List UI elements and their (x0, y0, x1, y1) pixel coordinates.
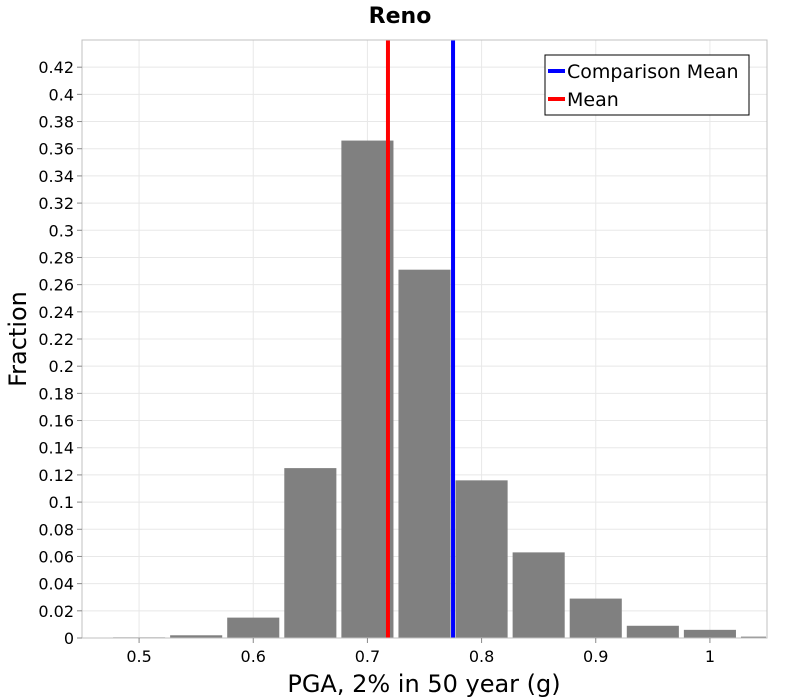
x-tick-label: 0.7 (355, 647, 380, 666)
histogram-bar (227, 617, 280, 638)
y-tick-label: 0.36 (38, 140, 74, 159)
histogram-bar (740, 636, 766, 638)
x-axis-ticks: 0.5 0.6 0.7 0.8 0.9 1 (126, 638, 715, 666)
y-tick-label: 0.32 (38, 194, 74, 213)
y-tick-label: 0.24 (38, 303, 74, 322)
x-tick-label: 0.8 (469, 647, 494, 666)
y-tick-label: 0.18 (38, 384, 74, 403)
x-tick-label: 1 (705, 647, 715, 666)
mean-lines (385, 40, 456, 638)
histogram-bar (170, 635, 223, 638)
histogram-bar (569, 598, 622, 638)
legend-label: Comparison Mean (567, 61, 739, 83)
x-tick-label: 0.6 (241, 647, 266, 666)
bars (113, 140, 766, 638)
y-tick-label: 0.26 (38, 276, 74, 295)
y-axis-label: Fraction (4, 291, 32, 387)
y-axis-ticks: 0 0.02 0.04 0.06 0.08 0.1 0.12 0.14 0.16 0.18 0.2 0… (38, 58, 82, 648)
y-tick-label: 0.34 (38, 167, 74, 186)
x-tick-label: 0.5 (126, 647, 151, 666)
y-tick-label: 0.02 (38, 602, 74, 621)
x-tick-label: 0.9 (583, 647, 608, 666)
histogram-bar (398, 269, 451, 638)
y-tick-label: 0.22 (38, 330, 74, 349)
y-tick-label: 0.2 (49, 357, 74, 376)
histogram-bar (341, 140, 394, 638)
histogram-bar (284, 468, 337, 638)
y-tick-label: 0.12 (38, 466, 74, 485)
y-tick-label: 0.28 (38, 248, 74, 267)
x-axis-label: PGA, 2% in 50 year (g) (287, 670, 560, 698)
y-tick-label: 0 (64, 629, 74, 648)
y-tick-label: 0.42 (38, 58, 74, 77)
y-tick-label: 0.3 (49, 221, 74, 240)
y-tick-label: 0.38 (38, 113, 74, 132)
legend: Comparison Mean Mean (544, 54, 750, 116)
y-tick-label: 0.04 (38, 575, 74, 594)
y-tick-label: 0.1 (49, 493, 74, 512)
y-tick-label: 0.14 (38, 439, 74, 458)
histogram-bar (683, 629, 736, 638)
histogram-bar (626, 625, 679, 638)
legend-label: Mean (567, 89, 619, 111)
histogram-bar (455, 480, 508, 638)
y-tick-label: 0.16 (38, 412, 74, 431)
y-tick-label: 0.08 (38, 520, 74, 539)
histogram-bar (512, 552, 565, 638)
chart-title: Reno (369, 4, 432, 29)
legend-box (544, 54, 750, 116)
y-tick-label: 0.06 (38, 547, 74, 566)
y-tick-label: 0.4 (49, 85, 74, 104)
